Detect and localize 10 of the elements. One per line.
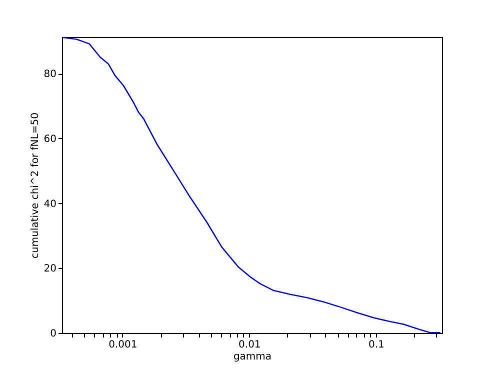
x-tick-label: 0.01 — [238, 340, 261, 350]
y-axis-title: cumulative chi^2 for fNL=50 — [30, 112, 41, 258]
y-tick-label: 0 — [50, 328, 56, 340]
y-tick-label: 60 — [44, 134, 56, 145]
x-axis-title: gamma — [233, 352, 272, 362]
x-tick-label: 0.001 — [108, 340, 138, 350]
y-tick-label: 80 — [44, 69, 56, 80]
y-tick-label: 20 — [44, 264, 56, 275]
y-tick-label: 40 — [44, 198, 56, 210]
x-tick-label: 0.1 — [368, 340, 384, 350]
